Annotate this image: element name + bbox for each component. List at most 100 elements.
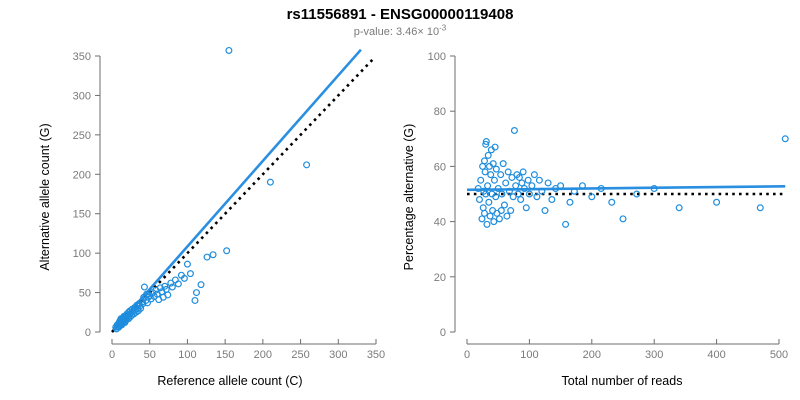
right-data-point bbox=[541, 207, 549, 215]
right-data-point bbox=[566, 198, 574, 206]
left-data-point bbox=[303, 161, 311, 169]
right-data-layer bbox=[466, 127, 789, 228]
right-data-point bbox=[504, 168, 512, 176]
pvalue-prefix: p-value: 3.46 bbox=[353, 26, 418, 38]
right-data-point bbox=[478, 215, 486, 223]
right-data-point bbox=[492, 165, 500, 173]
right-data-point bbox=[482, 140, 490, 148]
right-data-point bbox=[538, 187, 546, 195]
right-data-point bbox=[491, 143, 499, 151]
right-data-point bbox=[518, 179, 526, 187]
right-data-point bbox=[474, 184, 482, 192]
left-data-point bbox=[225, 46, 233, 54]
left-ytick-label: 350 bbox=[73, 51, 91, 63]
left-xtick-label: 100 bbox=[178, 349, 196, 361]
left-fit-line bbox=[111, 48, 362, 333]
left-ytick-label: 100 bbox=[73, 248, 91, 260]
right-data-point bbox=[494, 184, 502, 192]
right-data-point bbox=[492, 193, 500, 201]
right-ytick-label: 20 bbox=[434, 272, 446, 284]
right-data-point bbox=[525, 190, 533, 198]
left-xtick-label: 150 bbox=[216, 349, 234, 361]
right-data-point bbox=[570, 187, 578, 195]
left-ytick-label: 200 bbox=[73, 169, 91, 181]
left-data-point bbox=[266, 178, 274, 186]
left-data-point bbox=[156, 284, 164, 292]
right-xtick-label: 300 bbox=[645, 349, 663, 361]
right-xtick-label: 100 bbox=[520, 349, 538, 361]
right-data-point bbox=[512, 182, 520, 190]
right-data-point bbox=[481, 168, 489, 176]
right-plot-group: 0 20 40 60 80 100 0 100 200 300 400 500 bbox=[428, 51, 789, 361]
left-ytick-label: 50 bbox=[79, 288, 91, 300]
right-ytick-label: 80 bbox=[434, 106, 446, 118]
right-data-point bbox=[533, 193, 541, 201]
right-data-point bbox=[486, 212, 494, 220]
left-ytick-label: 300 bbox=[73, 90, 91, 102]
right-xtick-label: 400 bbox=[707, 349, 725, 361]
left-xtick-label: 200 bbox=[254, 349, 272, 361]
left-ytick-label: 0 bbox=[85, 327, 91, 339]
right-ytick-label: 60 bbox=[434, 161, 446, 173]
right-data-point bbox=[562, 220, 570, 228]
right-data-point bbox=[495, 215, 503, 223]
pvalue-subtitle: p-value: 3.46× 10-3 bbox=[0, 24, 800, 38]
left-data-point bbox=[167, 279, 175, 287]
right-data-point bbox=[499, 160, 507, 168]
left-data-point bbox=[191, 296, 199, 304]
right-data-point bbox=[713, 198, 721, 206]
right-data-point bbox=[515, 173, 523, 181]
left-data-point bbox=[209, 251, 217, 259]
right-plot-xaxis-title: Total number of reads bbox=[561, 374, 683, 388]
right-data-point bbox=[489, 160, 497, 168]
right-data-point bbox=[524, 176, 532, 184]
right-xtick-label: 0 bbox=[464, 349, 470, 361]
right-data-point bbox=[480, 157, 488, 165]
right-data-point bbox=[535, 176, 543, 184]
right-data-point bbox=[510, 127, 518, 135]
right-data-point bbox=[497, 207, 505, 215]
left-xtick-label: 300 bbox=[329, 349, 347, 361]
left-plot-group: 0 50 100 150 200 250 300 350 0 50 100 150 200 250 300 3… bbox=[73, 46, 385, 361]
right-data-point bbox=[756, 204, 764, 212]
right-data-point bbox=[650, 184, 658, 192]
right-data-point bbox=[548, 196, 556, 204]
left-ytick-label: 150 bbox=[73, 209, 91, 221]
right-data-point bbox=[507, 207, 515, 215]
right-data-point bbox=[608, 198, 616, 206]
left-xtick-label: 250 bbox=[291, 349, 309, 361]
right-data-point bbox=[520, 184, 528, 192]
right-data-point bbox=[482, 138, 490, 146]
left-xtick-label: 350 bbox=[367, 349, 385, 361]
right-data-point bbox=[633, 190, 641, 198]
right-data-point bbox=[597, 184, 605, 192]
right-data-point bbox=[502, 179, 510, 187]
left-data-point bbox=[171, 276, 179, 284]
right-data-point bbox=[588, 193, 596, 201]
left-data-point bbox=[197, 281, 205, 289]
left-data-point bbox=[168, 283, 176, 291]
right-data-point bbox=[484, 151, 492, 159]
left-data-point bbox=[164, 291, 172, 299]
left-data-point bbox=[183, 260, 191, 268]
right-data-point bbox=[497, 171, 505, 179]
page-title: rs11556891 - ENSG00000119408 bbox=[286, 6, 514, 23]
right-data-point bbox=[528, 182, 536, 190]
left-data-point bbox=[180, 274, 188, 282]
right-ytick-label: 0 bbox=[440, 327, 446, 339]
right-data-point bbox=[503, 212, 511, 220]
right-fit-line bbox=[466, 184, 786, 192]
right-xtick-label: 200 bbox=[583, 349, 601, 361]
left-data-point bbox=[203, 253, 211, 261]
left-data-point bbox=[174, 280, 182, 288]
right-ytick-label: 100 bbox=[428, 51, 446, 63]
left-data-point bbox=[140, 283, 148, 291]
left-data-point bbox=[223, 247, 231, 255]
right-data-point bbox=[498, 190, 506, 198]
right-data-point bbox=[487, 171, 495, 179]
pvalue-times: × 10 bbox=[417, 26, 440, 38]
right-data-point bbox=[485, 198, 493, 206]
right-data-point bbox=[483, 220, 491, 228]
